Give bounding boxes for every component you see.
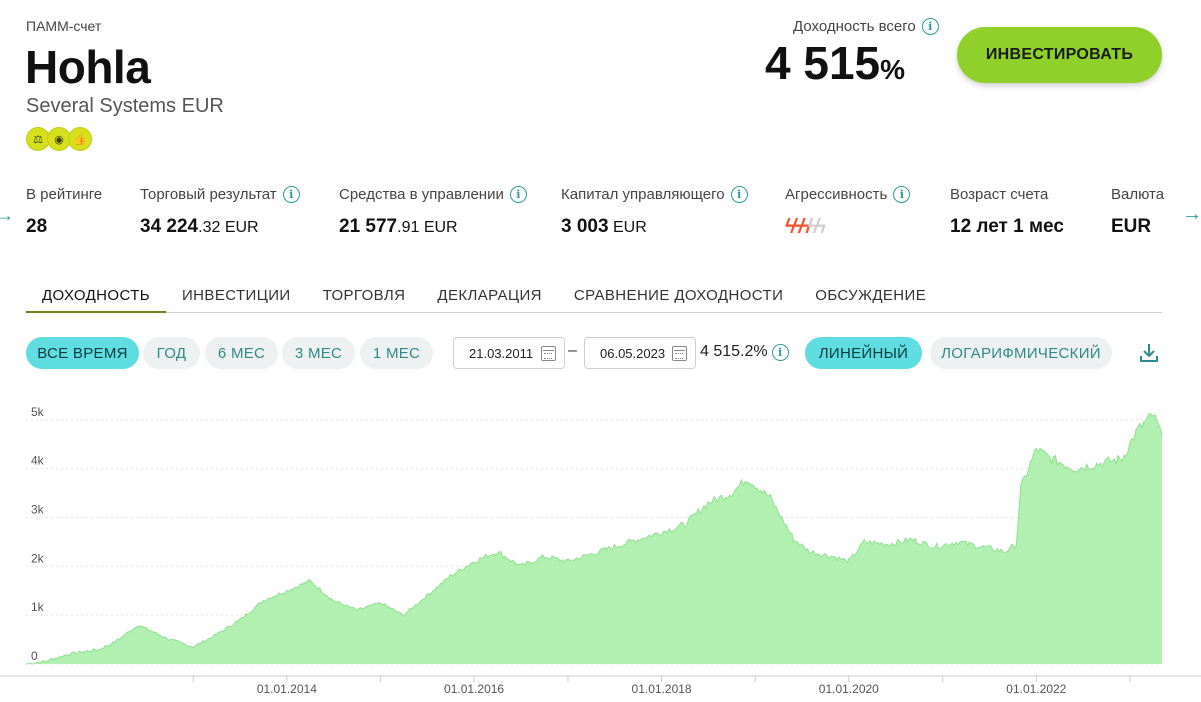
date-from-input[interactable]: 21.03.2011 <box>453 337 565 369</box>
stat-value: 28 <box>26 216 48 237</box>
tab-compare-returns[interactable]: СРАВНЕНИЕ ДОХОДНОСТИ <box>573 287 784 304</box>
stat-value: 12 лет 1 мес <box>950 216 1064 237</box>
stat-manager-capital: Капитал управляющего i 3 003 EUR <box>561 186 748 238</box>
x-tick-label: 01.01.2014 <box>257 682 317 696</box>
stat-label: Капитал управляющего <box>561 186 725 203</box>
lightning-bolt-icon: ϟ <box>785 216 795 238</box>
scroll-left-arrow-icon[interactable]: → <box>0 205 14 225</box>
info-icon[interactable]: i <box>730 186 748 203</box>
returns-chart: 0 1k 2k 3k 4k 5k 01.01.2014 01.01.2016 01.01.201… <box>0 405 1201 696</box>
date-range-separator: – <box>568 342 577 359</box>
stat-currency: Валюта EUR <box>1111 186 1164 238</box>
aggressiveness-meter: ϟϟϟϟϟ <box>785 216 910 239</box>
account-type-label: ПАММ-счет <box>26 18 102 34</box>
thumbs-up-icon[interactable]: 👍 <box>68 127 92 151</box>
tab-declaration[interactable]: ДЕКЛАРАЦИЯ <box>437 287 542 304</box>
badge-group: ⚖ ◉ 👍 <box>26 127 92 151</box>
account-subtitle: Several Systems EUR <box>26 95 224 117</box>
lightning-bolt-icon: ϟ <box>815 216 825 238</box>
info-icon[interactable]: i <box>921 18 939 35</box>
speedometer-icon[interactable]: ◉ <box>47 127 71 151</box>
tab-discussion[interactable]: ОБСУЖДЕНИЕ <box>815 287 927 304</box>
tab-returns[interactable]: ДОХОДНОСТЬ <box>26 279 166 313</box>
range-return-value: 4 515.2% <box>700 343 768 360</box>
date-from-value: 21.03.2011 <box>469 345 534 361</box>
x-tick-label: 01.01.2018 <box>632 682 692 696</box>
total-return-label: Доходность всего i <box>793 18 939 35</box>
period-6-months-button[interactable]: 6 МЕС <box>205 337 278 369</box>
stat-value: 3 003 <box>561 216 609 237</box>
total-return-value: 4 515% <box>765 36 905 90</box>
stat-label: Торговый результат <box>140 186 277 203</box>
info-icon[interactable]: i <box>282 186 300 203</box>
lightning-bolt-icon: ϟ <box>800 216 810 238</box>
stat-value: EUR <box>1111 216 1152 237</box>
y-tick-label: 5k <box>31 405 45 419</box>
y-tick-label: 2k <box>31 551 45 565</box>
stat-label: Возраст счета <box>950 186 1049 203</box>
stat-value-fraction: .91 EUR <box>397 219 458 236</box>
total-return-text: Доходность всего <box>793 18 916 35</box>
scales-icon[interactable]: ⚖ <box>26 127 50 151</box>
stat-label: В рейтинге <box>26 186 103 203</box>
stat-label: Агрессивность <box>785 186 888 203</box>
y-tick-label: 4k <box>31 454 45 468</box>
period-1-month-button[interactable]: 1 МЕС <box>360 337 433 369</box>
x-tick-label: 01.01.2022 <box>1006 682 1066 696</box>
stat-value-currency: EUR <box>608 219 647 236</box>
scale-log-button[interactable]: ЛОГАРИФМИЧЕСКИЙ <box>930 337 1112 369</box>
info-icon[interactable]: i <box>893 186 911 203</box>
stat-funds-under-management: Средства в управлении i 21 577.91 EUR <box>339 186 527 238</box>
invest-button[interactable]: ИНВЕСТИРОВАТЬ <box>957 27 1162 83</box>
stat-label: Валюта <box>1111 186 1165 203</box>
info-icon[interactable]: i <box>509 186 527 203</box>
y-tick-label: 0 <box>31 649 38 663</box>
tab-bar: ДОХОДНОСТЬ ИНВЕСТИЦИИ ТОРГОВЛЯ ДЕКЛАРАЦИ… <box>26 279 1162 313</box>
calendar-icon[interactable] <box>672 346 687 361</box>
total-return-number: 4 515 <box>765 37 881 89</box>
returns-line <box>25 413 1163 665</box>
period-year-button[interactable]: ГОД <box>143 337 200 369</box>
x-tick-label: 01.01.2016 <box>444 682 504 696</box>
returns-area <box>26 413 1162 664</box>
stat-label: Средства в управлении <box>339 186 504 203</box>
total-return-unit: % <box>880 54 906 85</box>
date-to-input[interactable]: 06.05.2023 <box>584 337 696 369</box>
y-tick-label: 3k <box>31 502 45 516</box>
account-name: Hohla <box>25 41 151 93</box>
info-icon[interactable]: i <box>771 343 789 361</box>
period-all-time-button[interactable]: ВСЕ ВРЕМЯ <box>26 337 139 369</box>
download-icon[interactable] <box>1139 342 1159 364</box>
x-tick-label: 01.01.2020 <box>819 682 879 696</box>
stat-account-age: Возраст счета 12 лет 1 мес <box>950 186 1064 238</box>
lightning-bolt-icon: ϟ <box>807 216 818 238</box>
date-to-value: 06.05.2023 <box>600 345 666 361</box>
lightning-bolt-icon: ϟ <box>792 216 803 238</box>
stat-trading-result: Торговый результат i 34 224.32 EUR <box>140 186 300 238</box>
range-return: 4 515.2% i <box>700 343 789 361</box>
stat-value: 21 577 <box>339 216 398 237</box>
stat-value-fraction: .32 EUR <box>198 219 259 236</box>
tab-investments[interactable]: ИНВЕСТИЦИИ <box>182 287 291 304</box>
y-tick-label: 1k <box>31 600 45 614</box>
calendar-icon[interactable] <box>541 346 556 361</box>
tab-trading[interactable]: ТОРГОВЛЯ <box>322 287 406 304</box>
stat-value: 34 224 <box>140 216 199 237</box>
stat-rating: В рейтинге 28 <box>26 186 102 238</box>
stat-aggressiveness: Агрессивность i ϟϟϟϟϟ <box>785 186 911 239</box>
scroll-right-arrow-icon[interactable]: → <box>1182 203 1201 225</box>
period-3-months-button[interactable]: 3 МЕС <box>282 337 355 369</box>
scale-linear-button[interactable]: ЛИНЕЙНЫЙ <box>805 337 922 369</box>
